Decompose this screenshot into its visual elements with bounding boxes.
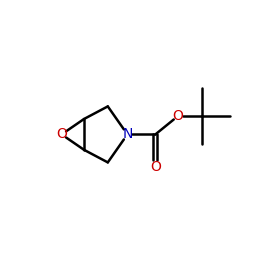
Text: N: N (122, 127, 133, 141)
Text: O: O (150, 160, 161, 174)
Text: O: O (56, 127, 67, 141)
Text: O: O (172, 109, 183, 123)
